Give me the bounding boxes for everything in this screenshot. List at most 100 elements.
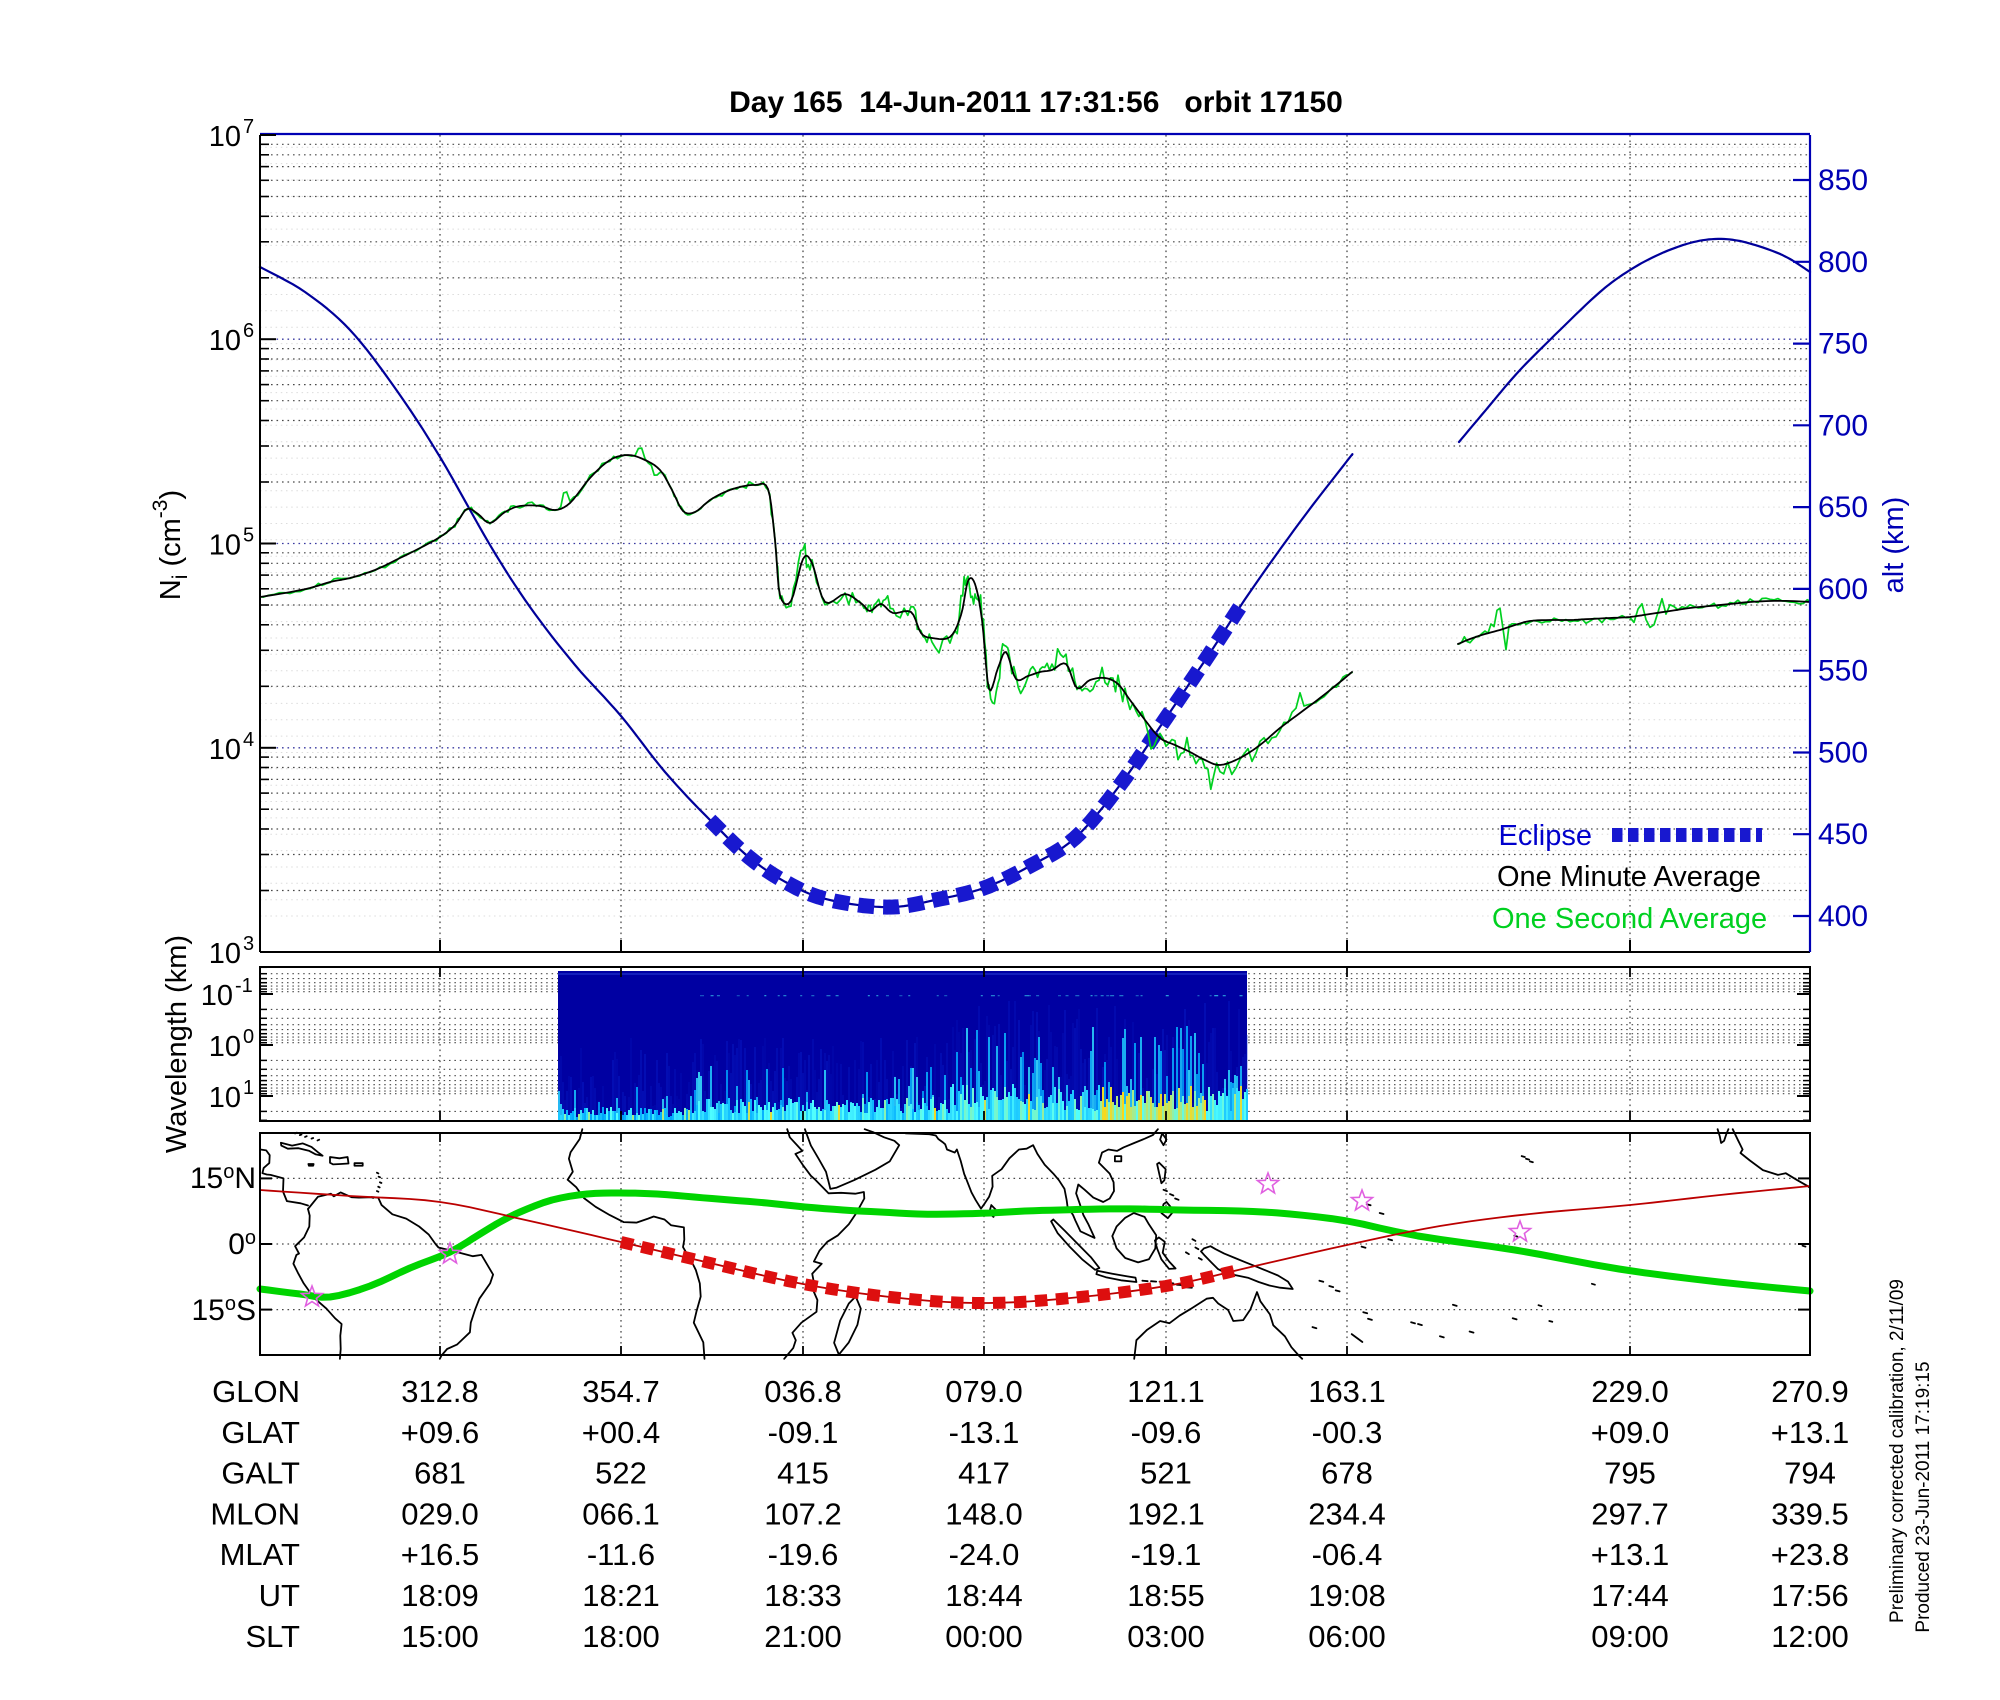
svg-text:700: 700: [1818, 409, 1868, 442]
svg-text:GLAT: GLAT: [221, 1415, 300, 1450]
svg-text:+13.1: +13.1: [1771, 1415, 1849, 1450]
svg-text:312.8: 312.8: [401, 1374, 479, 1409]
svg-text:10: 10: [201, 980, 233, 1012]
svg-text:229.0: 229.0: [1591, 1374, 1669, 1409]
svg-text:415: 415: [777, 1456, 829, 1491]
svg-text:18:21: 18:21: [582, 1578, 660, 1613]
svg-text:192.1: 192.1: [1127, 1496, 1205, 1531]
svg-text:800: 800: [1818, 246, 1868, 279]
svg-text:One Minute Average: One Minute Average: [1497, 861, 1761, 893]
svg-text:SLT: SLT: [245, 1619, 300, 1654]
svg-text:148.0: 148.0: [945, 1496, 1023, 1531]
svg-text:GALT: GALT: [221, 1456, 300, 1491]
svg-text:029.0: 029.0: [401, 1496, 479, 1531]
svg-text:270.9: 270.9: [1771, 1374, 1849, 1409]
svg-text:18:33: 18:33: [764, 1578, 842, 1613]
svg-text:MLON: MLON: [210, 1496, 300, 1531]
svg-text:Ni (cm-3): Ni (cm-3): [149, 490, 192, 600]
svg-text:-13.1: -13.1: [949, 1415, 1020, 1450]
svg-text:400: 400: [1818, 900, 1868, 933]
svg-text:-09.6: -09.6: [1131, 1415, 1202, 1450]
svg-text:850: 850: [1818, 164, 1868, 197]
svg-text:Preliminary corrected calibrat: Preliminary corrected calibration, 2/11/…: [1887, 1279, 1908, 1623]
svg-text:650: 650: [1818, 491, 1868, 524]
svg-text:+23.8: +23.8: [1771, 1537, 1849, 1572]
svg-text:Day 165 14-Jun-2011 17:31:56: Day 165 14-Jun-2011 17:31:56 orbit 17150: [729, 86, 1343, 119]
svg-text:500: 500: [1818, 737, 1868, 770]
svg-text:-00.3: -00.3: [1312, 1415, 1383, 1450]
svg-text:417: 417: [958, 1456, 1010, 1491]
svg-text:678: 678: [1321, 1456, 1373, 1491]
svg-text:297.7: 297.7: [1591, 1496, 1669, 1531]
svg-text:10: 10: [209, 325, 241, 357]
svg-text:Eclipse: Eclipse: [1499, 820, 1593, 852]
svg-text:18:00: 18:00: [582, 1619, 660, 1654]
svg-text:06:00: 06:00: [1308, 1619, 1386, 1654]
svg-text:15:00: 15:00: [401, 1619, 479, 1654]
svg-text:-19.6: -19.6: [768, 1537, 839, 1572]
svg-text:alt (km): alt (km): [1878, 497, 1910, 594]
svg-text:10: 10: [209, 1031, 241, 1063]
svg-text:10: 10: [209, 121, 241, 153]
svg-text:339.5: 339.5: [1771, 1496, 1849, 1531]
svg-text:550: 550: [1818, 655, 1868, 688]
svg-text:18:55: 18:55: [1127, 1578, 1205, 1613]
svg-text:+13.1: +13.1: [1591, 1537, 1669, 1572]
svg-text:1: 1: [243, 1077, 254, 1099]
svg-text:-19.1: -19.1: [1131, 1537, 1202, 1572]
svg-text:18:09: 18:09: [401, 1578, 479, 1613]
svg-text:15oS: 15oS: [191, 1293, 256, 1327]
svg-text:GLON: GLON: [212, 1374, 300, 1409]
svg-text:MLAT: MLAT: [220, 1537, 300, 1572]
svg-text:21:00: 21:00: [764, 1619, 842, 1654]
svg-text:17:44: 17:44: [1591, 1578, 1669, 1613]
svg-text:10: 10: [209, 734, 241, 766]
svg-text:234.4: 234.4: [1308, 1496, 1386, 1531]
svg-text:3: 3: [243, 933, 254, 955]
svg-text:107.2: 107.2: [764, 1496, 842, 1531]
svg-text:03:00: 03:00: [1127, 1619, 1205, 1654]
svg-text:600: 600: [1818, 573, 1868, 606]
svg-text:15oN: 15oN: [190, 1161, 256, 1195]
svg-text:681: 681: [414, 1456, 466, 1491]
svg-text:10: 10: [209, 530, 241, 562]
svg-text:7: 7: [243, 116, 254, 138]
svg-text:12:00: 12:00: [1771, 1619, 1849, 1654]
svg-text:09:00: 09:00: [1591, 1619, 1669, 1654]
svg-text:10: 10: [209, 1082, 241, 1114]
svg-text:Produced 23-Jun-2011 17:19:15: Produced 23-Jun-2011 17:19:15: [1913, 1361, 1934, 1632]
svg-text:4: 4: [243, 729, 254, 751]
svg-text:UT: UT: [259, 1578, 300, 1613]
svg-text:036.8: 036.8: [764, 1374, 842, 1409]
svg-text:+09.0: +09.0: [1591, 1415, 1669, 1450]
svg-text:121.1: 121.1: [1127, 1374, 1205, 1409]
svg-text:-24.0: -24.0: [949, 1537, 1020, 1572]
svg-text:-11.6: -11.6: [587, 1537, 655, 1572]
svg-text:521: 521: [1140, 1456, 1192, 1491]
svg-text:10: 10: [209, 938, 241, 970]
svg-text:17:56: 17:56: [1771, 1578, 1849, 1613]
svg-text:+16.5: +16.5: [401, 1537, 479, 1572]
svg-text:-1: -1: [235, 975, 253, 997]
svg-text:+00.4: +00.4: [582, 1415, 660, 1450]
svg-text:750: 750: [1818, 328, 1868, 361]
svg-text:-06.4: -06.4: [1312, 1537, 1383, 1572]
svg-text:450: 450: [1818, 818, 1868, 851]
svg-text:795: 795: [1604, 1456, 1656, 1491]
svg-text:One Second Average: One Second Average: [1492, 903, 1767, 935]
svg-text:6: 6: [243, 320, 254, 342]
svg-text:794: 794: [1784, 1456, 1836, 1491]
svg-text:18:44: 18:44: [945, 1578, 1023, 1613]
svg-text:522: 522: [595, 1456, 647, 1491]
svg-text:5: 5: [243, 525, 254, 547]
svg-text:163.1: 163.1: [1308, 1374, 1386, 1409]
svg-text:-09.1: -09.1: [768, 1415, 839, 1450]
svg-text:00:00: 00:00: [945, 1619, 1023, 1654]
svg-text:354.7: 354.7: [582, 1374, 660, 1409]
svg-text:0: 0: [243, 1026, 254, 1048]
svg-text:19:08: 19:08: [1308, 1578, 1386, 1613]
svg-text:Wavelength (km): Wavelength (km): [161, 935, 193, 1153]
svg-text:+09.6: +09.6: [401, 1415, 479, 1450]
svg-text:066.1: 066.1: [582, 1496, 660, 1531]
svg-text:079.0: 079.0: [945, 1374, 1023, 1409]
